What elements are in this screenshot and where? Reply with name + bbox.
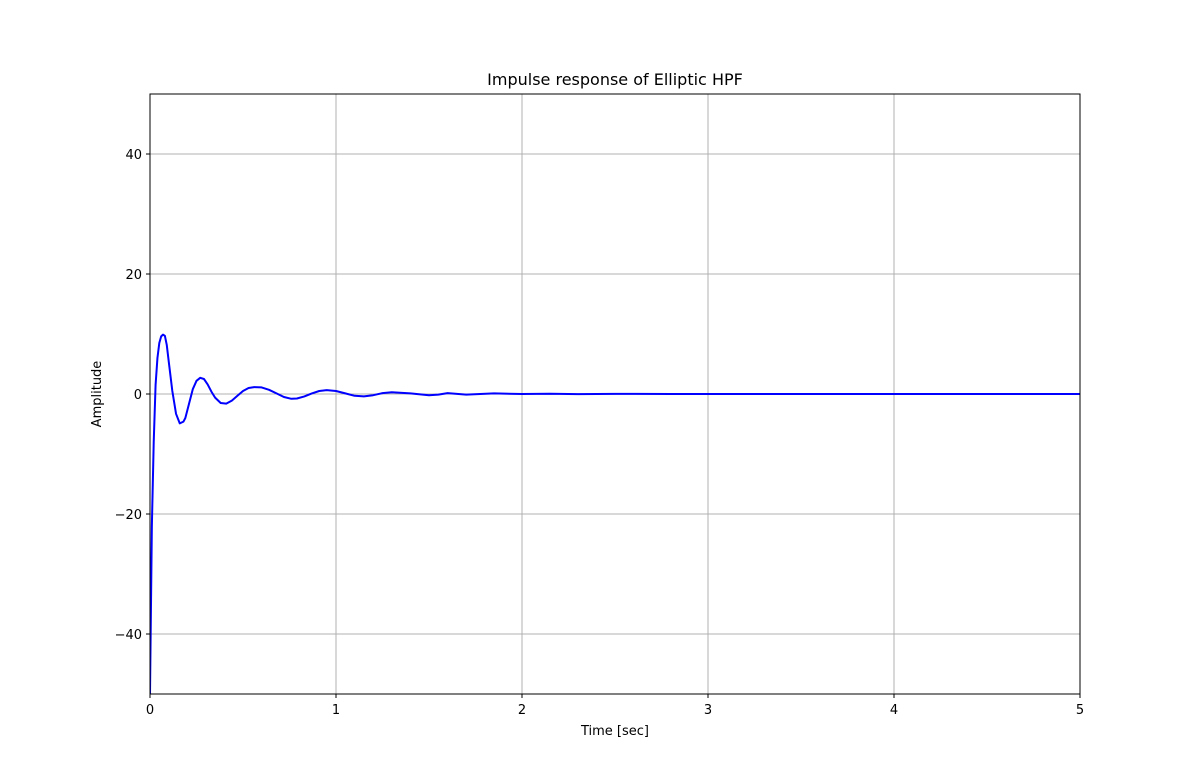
x-tick-label: 3 xyxy=(704,703,712,718)
impulse-response-line xyxy=(150,333,1080,694)
x-tick-label: 5 xyxy=(1076,703,1084,718)
chart-title: Impulse response of Elliptic HPF xyxy=(487,70,743,89)
x-tick-label: 0 xyxy=(146,703,154,718)
y-tick-label: 40 xyxy=(125,148,142,163)
y-tick-label: 0 xyxy=(134,388,142,403)
y-tick-label: −20 xyxy=(115,508,142,523)
y-tick-label: −40 xyxy=(115,628,142,643)
y-tick-label: 20 xyxy=(125,268,142,283)
x-tick-label: 1 xyxy=(332,703,340,718)
x-axis-ticks: 0 1 2 3 4 5 xyxy=(146,694,1084,718)
x-axis-label: Time [sec] xyxy=(580,724,649,739)
x-tick-label: 4 xyxy=(890,703,898,718)
x-tick-label: 2 xyxy=(518,703,526,718)
y-axis-label: Amplitude xyxy=(90,361,105,428)
series-layer xyxy=(150,333,1080,694)
y-axis-ticks: −40 −20 0 20 40 xyxy=(115,148,150,643)
